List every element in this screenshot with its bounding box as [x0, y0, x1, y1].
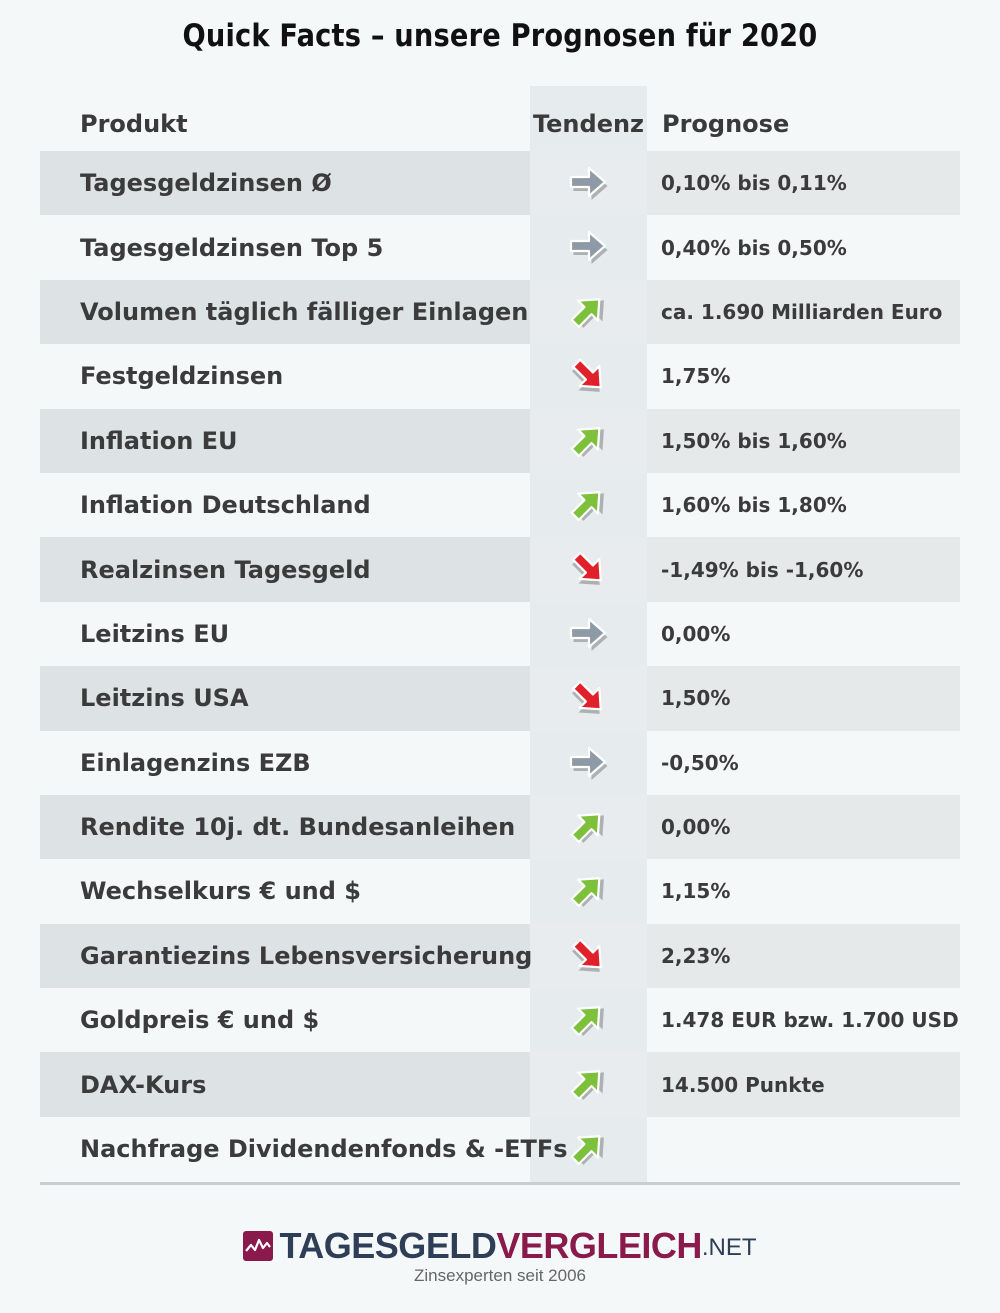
- trend-up-arrow-icon: [570, 813, 604, 843]
- logo-tagline: Zinsexperten seit 2006: [414, 1266, 586, 1285]
- prognose-value: 2,23%: [661, 943, 731, 968]
- forecast-table: Tagesgeldzinsen Ø 0,10% bis 0,11% Tagesgel…: [40, 151, 960, 1181]
- trend-down-arrow-icon: [572, 551, 602, 586]
- header-produkt: Produkt: [80, 110, 188, 138]
- produkt-label: Volumen täglich fälliger Einlagen: [80, 297, 529, 326]
- prognose-cell: [647, 1052, 960, 1117]
- prognose-cell: [647, 1117, 960, 1181]
- logo-tld: .NET: [701, 1234, 757, 1261]
- prognose-value: 1,50% bis 1,60%: [661, 428, 847, 453]
- produkt-label: Leitzins USA: [80, 684, 249, 713]
- produkt-label: DAX-Kurs: [80, 1070, 207, 1099]
- header-prognose: Prognose: [662, 110, 790, 138]
- prognose-value: -0,50%: [661, 750, 739, 775]
- table-row: Einlagenzins EZB -0,50%: [40, 731, 960, 795]
- table-row: Tagesgeldzinsen Top 5 0,40% bis 0,50%: [40, 215, 960, 279]
- table-row: Nachfrage Dividendenfonds & -ETFs: [40, 1117, 960, 1181]
- trend-up-arrow-icon: [570, 1006, 604, 1037]
- prognose-value: 0,00%: [661, 621, 731, 646]
- prognose-cell: [647, 279, 960, 345]
- produkt-label: Leitzins EU: [80, 619, 230, 648]
- produkt-label: Wechselkurs € und $: [80, 877, 361, 906]
- table-row: Rendite 10j. dt. Bundesanleihen 0,00%: [40, 794, 960, 860]
- trend-flat-arrow-icon: [569, 746, 608, 780]
- produkt-label: Tagesgeldzinsen Top 5: [80, 233, 384, 262]
- produkt-label: Realzinsen Tagesgeld: [80, 555, 371, 584]
- produkt-label: Festgeldzinsen: [80, 362, 284, 391]
- trend-up-arrow-icon: [570, 426, 604, 457]
- prognose-value: 0,40% bis 0,50%: [661, 235, 847, 260]
- produkt-label: Einlagenzins EZB: [80, 748, 311, 777]
- logo-wordmark: TAGESGELDVERGLEICH: [279, 1225, 702, 1267]
- table-row: Wechselkurs € und $ 1,15%: [40, 859, 960, 923]
- table-row: Goldpreis € und $ 1.478 EUR bzw. 1.700 US…: [40, 988, 960, 1052]
- trend-flat-arrow-icon: [569, 231, 608, 265]
- table-row: Leitzins USA 1,50%: [40, 666, 960, 731]
- prognose-cell: [647, 794, 960, 860]
- produkt-label: Garantiezins Lebensversicherung: [80, 941, 533, 970]
- trend-up-arrow-icon: [570, 297, 604, 328]
- prognose-value: 14.500 Punkte: [661, 1072, 825, 1097]
- table-row: Volumen täglich fälliger Einlagen ca. 1.6…: [40, 279, 960, 345]
- prognose-value: ca. 1.690 Milliarden Euro: [661, 299, 943, 324]
- logo-part2: VERGLEICH: [496, 1225, 702, 1266]
- prognose-value: 1,60% bis 1,80%: [661, 493, 847, 518]
- prognose-value: 1,15%: [661, 879, 731, 904]
- table-row: DAX-Kurs 14.500 Punkte: [40, 1052, 960, 1117]
- prognose-value: -1,49% bis -1,60%: [661, 557, 864, 582]
- trend-up-arrow-icon: [570, 877, 604, 908]
- prognose-value: 0,00%: [661, 815, 731, 840]
- prognose-value: 1,75%: [661, 364, 731, 389]
- trend-flat-arrow-icon: [569, 617, 608, 651]
- prognose-cell: [647, 408, 960, 473]
- produkt-label: Rendite 10j. dt. Bundesanleihen: [80, 813, 516, 842]
- logo-part1: TAGESGELD: [279, 1225, 497, 1266]
- table-bottom-divider: [40, 1182, 960, 1185]
- trend-down-arrow-icon: [572, 680, 602, 715]
- trend-down-arrow-icon: [572, 938, 602, 972]
- table-row: Realzinsen Tagesgeld -1,49% bis -1,60%: [40, 537, 960, 602]
- produkt-label: Nachfrage Dividendenfonds & -ETFs: [80, 1135, 568, 1164]
- produkt-label: Inflation Deutschland: [80, 491, 371, 520]
- trend-up-arrow-icon: [570, 1070, 604, 1101]
- produkt-label: Inflation EU: [80, 426, 238, 455]
- prognose-cell: [647, 151, 960, 216]
- table-row: Festgeldzinsen 1,75%: [40, 344, 960, 408]
- trend-down-arrow-icon: [572, 358, 602, 393]
- table-row: Inflation EU 1,50% bis 1,60%: [40, 408, 960, 473]
- table-row: Tagesgeldzinsen Ø 0,10% bis 0,11%: [40, 151, 960, 216]
- trend-up-arrow-icon: [570, 491, 604, 521]
- prognose-cell: [647, 923, 960, 989]
- prognose-cell: [647, 537, 960, 602]
- table-row: Garantiezins Lebensversicherung 2,23%: [40, 923, 960, 989]
- prognose-value: 1.478 EUR bzw. 1.700 USD: [661, 1008, 959, 1033]
- trend-flat-arrow-icon: [569, 166, 608, 200]
- produkt-label: Tagesgeldzinsen Ø: [80, 169, 332, 198]
- prognose-value: 0,10% bis 0,11%: [661, 171, 847, 196]
- trend-up-arrow-icon: [570, 1135, 604, 1165]
- table-row: Inflation Deutschland 1,60% bis 1,80%: [40, 473, 960, 537]
- brand-logo: TAGESGELDVERGLEICH .NET: [0, 1225, 1000, 1267]
- prognose-value: 1,50%: [661, 686, 731, 711]
- table-row: Leitzins EU 0,00%: [40, 602, 960, 666]
- header-tendenz: Tendenz: [532, 110, 645, 138]
- prognose-cell: [647, 666, 960, 731]
- page-title: Quick Facts – unsere Prognosen für 2020: [182, 18, 818, 54]
- chart-logo-icon: [243, 1231, 274, 1261]
- produkt-label: Goldpreis € und $: [80, 1006, 320, 1035]
